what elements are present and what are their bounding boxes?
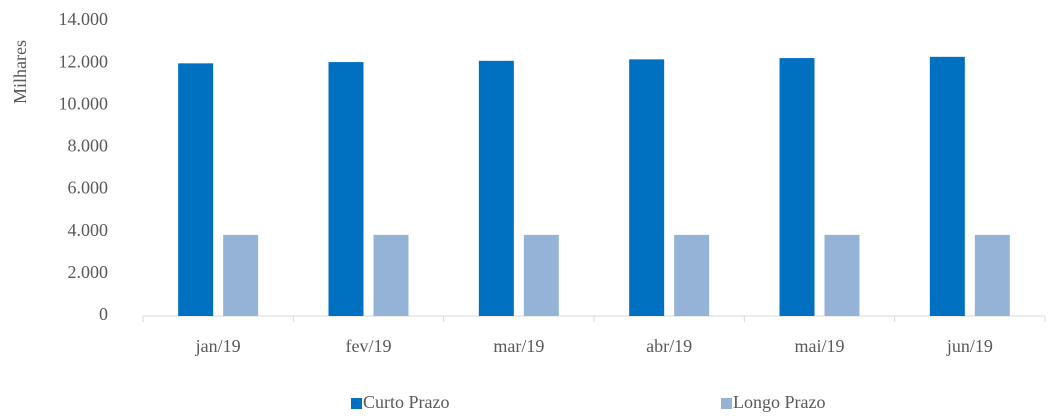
x-tick-label: mai/19 <box>795 336 845 356</box>
legend-label: Longo Prazo <box>733 392 825 412</box>
bar <box>223 234 259 316</box>
y-tick-label: 6.000 <box>68 178 109 198</box>
legend-swatch <box>351 398 362 409</box>
y-tick-label: 10.000 <box>59 93 109 113</box>
bar <box>824 234 860 316</box>
x-tick-label: jan/19 <box>195 336 241 356</box>
y-tick-label: 0 <box>99 304 108 324</box>
x-tick-label: fev/19 <box>346 336 392 356</box>
bar <box>178 63 214 316</box>
y-tick-label: 2.000 <box>68 262 109 282</box>
y-tick-label: 8.000 <box>68 136 109 156</box>
y-axis-label: Milhares <box>10 40 30 104</box>
bar <box>523 234 559 316</box>
bar <box>629 59 665 316</box>
bar <box>674 234 710 316</box>
x-tick-label: abr/19 <box>646 336 692 356</box>
bar <box>373 234 409 316</box>
x-tick-label: mar/19 <box>493 336 544 356</box>
legend-label: Curto Prazo <box>363 392 449 412</box>
y-tick-label: 4.000 <box>68 220 109 240</box>
bar <box>974 234 1010 316</box>
legend-swatch <box>721 398 732 409</box>
bar <box>478 60 514 317</box>
y-tick-label: 12.000 <box>59 51 109 71</box>
bar <box>779 58 815 316</box>
x-tick-label: jun/19 <box>946 336 993 356</box>
y-tick-label: 14.000 <box>59 9 109 29</box>
bar <box>929 56 965 316</box>
bar <box>328 62 364 316</box>
